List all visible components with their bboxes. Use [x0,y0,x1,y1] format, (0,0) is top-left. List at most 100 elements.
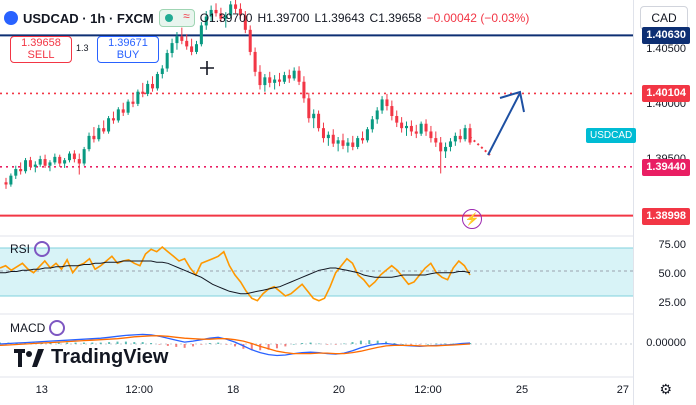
ohlc-change: −0.00042 (−0.03%) [426,11,530,25]
candle-body-24 [121,109,125,113]
candle-body-86 [424,123,428,132]
indicator-settings-icon[interactable] [34,241,51,257]
macd-hist-33 [275,344,278,349]
macd-tick-0: 0.00000 [646,337,686,349]
candle-body-53 [263,77,267,86]
sell-button[interactable]: 1.39658 SELL [10,36,72,63]
candle-body-82 [404,125,409,129]
candle-body-15 [77,159,81,164]
candle-body-74 [365,129,369,141]
candle-body-20 [102,128,106,132]
candle-body-27 [136,91,140,104]
candle-body-28 [141,91,145,94]
macd-hist-6 [49,342,52,344]
candle-body-64 [317,113,321,129]
macd-hist-11 [91,342,94,344]
rsi-tick-0: 75.00 [658,238,686,251]
price-tick-0: 1.40500 [646,42,686,55]
candles-layer [4,0,472,189]
tradingview-logo-icon [14,348,44,367]
level-label-1: 1.40104 [642,85,690,103]
rsi-tick-2: 25.00 [658,297,686,310]
rsi-ma-line [0,260,471,295]
macd-hist-40 [334,344,337,345]
buy-label: BUY [116,49,140,61]
candle-body-91 [448,141,452,147]
tradingview-logo[interactable]: TradingView [14,346,168,369]
ohlc-open: O1.39700 [199,11,253,25]
candle-body-68 [336,140,340,144]
macd-hist-52 [435,343,438,345]
candle-body-72 [356,138,360,147]
candle-body-26 [131,101,135,104]
candle-body-76 [375,110,379,120]
candle-body-25 [126,101,130,113]
lightning-icon[interactable]: ⚡ [462,209,482,229]
candle-body-80 [395,116,399,123]
candle-body-12 [63,160,67,164]
candle-body-69 [341,140,345,146]
candle-body-94 [463,128,467,140]
macd-hist-50 [418,344,421,345]
candle-body-4 [24,160,28,172]
chart-header: USDCAD · 1h · FXCM ≈ O1.39700 H1.39700 L… [4,9,529,27]
candle-body-48 [238,8,242,16]
candle-body-37 [185,40,189,47]
candle-body-63 [312,113,316,119]
macd-hist-15 [124,341,127,344]
candle-body-33 [165,53,169,69]
macd-hist-51 [427,344,430,345]
candle-body-7 [38,159,42,165]
candle-body-13 [67,153,72,161]
macd-hist-19 [158,344,161,345]
candle-body-31 [155,74,159,89]
ohlc-low: L1.39643 [314,11,365,25]
currency-selector[interactable]: CAD [640,6,688,30]
level-label-0: 1.40630 [642,27,690,45]
macd-hist-31 [259,344,262,351]
time-label-2: 18 [227,384,240,396]
candle-body-46 [229,4,233,16]
spread-value: 1.3 [76,43,89,53]
symbol-tag: USDCAD [586,128,637,143]
candle-body-16 [82,149,86,164]
macd-hist-13 [108,342,111,344]
candle-body-83 [409,125,413,132]
candle-body-30 [151,83,155,89]
rsi-pane-label[interactable]: RSI [10,241,51,257]
candle-body-62 [307,98,311,119]
market-open-dot-icon [164,14,173,22]
candle-body-41 [204,16,208,26]
macd-hist-0 [0,342,1,344]
macd-hist-23 [192,344,195,347]
macd-hist-9 [74,342,77,344]
candle-body-60 [297,70,301,82]
level-label-2: 1.39440 [642,158,690,176]
market-status-chip[interactable]: ≈ [158,9,195,27]
symbol-title[interactable]: USDCAD · 1h · FXCM [23,10,154,26]
candle-body-14 [72,153,76,160]
candle-body-79 [390,106,394,116]
candle-body-65 [321,128,325,139]
candle-body-54 [268,77,272,83]
macd-label: MACD [10,321,46,335]
macd-hist-25 [208,343,211,344]
macd-hist-12 [99,342,102,344]
settings-gear-icon[interactable]: ⚙ [659,381,672,397]
buy-button[interactable]: 1.39671 BUY [97,36,159,63]
macd-hist-26 [217,342,220,344]
macd-hist-22 [183,344,186,348]
macd-layer [0,333,471,357]
candle-body-45 [224,15,228,19]
macd-hist-38 [317,343,320,345]
macd-hist-14 [116,341,119,344]
candle-body-47 [234,4,238,9]
candle-body-87 [429,131,433,139]
candle-body-29 [146,83,150,94]
macd-pane-label[interactable]: MACD [10,320,66,336]
indicator-settings-icon[interactable] [49,320,66,336]
candle-body-90 [444,146,448,152]
macd-hist-39 [326,344,329,345]
